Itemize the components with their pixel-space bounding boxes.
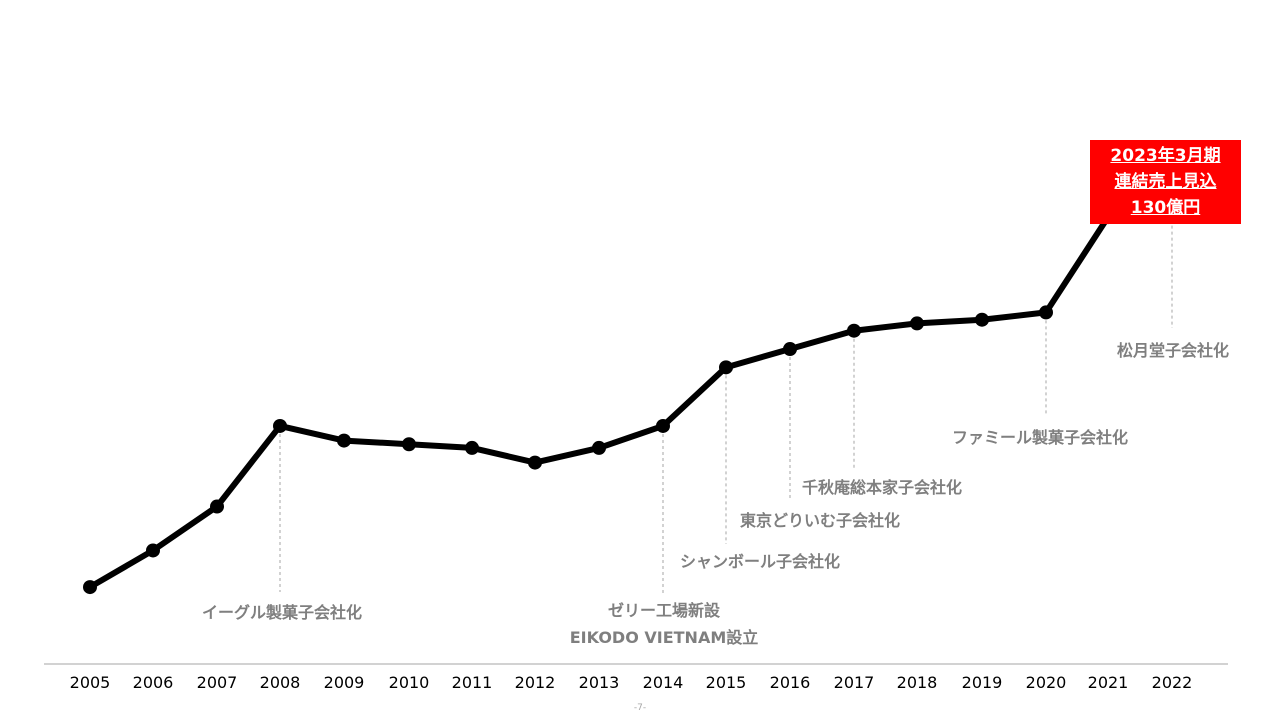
data-point-2007 xyxy=(210,499,224,514)
data-point-2013 xyxy=(592,440,606,455)
callout-line-1: 2023年3月期 xyxy=(1110,146,1221,166)
data-point-2008 xyxy=(273,418,287,433)
annotation-label-2015: シャンボール子会社化 xyxy=(680,552,840,571)
x-tick-label: 2013 xyxy=(579,673,620,692)
x-tick-labels: 2005 2006 2007 2008 2009 2010 2011 2012 2013 2014… xyxy=(70,673,1193,692)
x-tick-label: 2006 xyxy=(133,673,174,692)
data-point-2016 xyxy=(783,342,797,357)
x-tick-label: 2011 xyxy=(452,673,493,692)
data-point-2012 xyxy=(528,455,542,470)
annotation-label-2008: イーグル製菓子会社化 xyxy=(202,603,362,622)
leader-lines xyxy=(279,161,1173,596)
x-tick-label: 2021 xyxy=(1088,673,1129,692)
annotation-label-2016: 東京どりいむ子会社化 xyxy=(740,511,900,530)
callout-line-3: 130億円 xyxy=(1130,198,1201,218)
annotation-label-2017: 千秋庵総本家子会社化 xyxy=(802,478,962,497)
annotation-labels: イーグル製菓子会社化 ゼリー工場新設 EIKODO VIETNAM設立 シャンボール子… xyxy=(202,341,1229,647)
annotation-label-2014: ゼリー工場新設 xyxy=(608,601,721,620)
data-point-2014 xyxy=(656,418,670,433)
x-tick-label: 2007 xyxy=(197,673,238,692)
series-line xyxy=(87,166,1175,591)
x-tick-label: 2014 xyxy=(643,673,684,692)
x-tick-label: 2012 xyxy=(515,673,556,692)
data-point-2015 xyxy=(719,360,733,375)
x-tick-label: 2010 xyxy=(389,673,430,692)
x-tick-label: 2020 xyxy=(1026,673,1067,692)
data-point-2006 xyxy=(146,543,160,558)
x-tick-label: 2008 xyxy=(260,673,301,692)
data-point-2019 xyxy=(975,312,989,327)
forecast-callout: 2023年3月期 連結売上見込 130億円 xyxy=(1090,140,1241,224)
x-tick-label: 2009 xyxy=(324,673,365,692)
data-point-2018 xyxy=(910,316,924,331)
annotation-label-2014: EIKODO VIETNAM設立 xyxy=(570,628,759,647)
data-point-2010 xyxy=(402,437,416,452)
data-point-2005 xyxy=(83,580,97,595)
page-number: -7- xyxy=(633,703,647,713)
data-point-2020 xyxy=(1039,305,1053,320)
data-point-2009 xyxy=(337,433,351,448)
x-tick-label: 2005 xyxy=(70,673,111,692)
x-tick-label: 2018 xyxy=(897,673,938,692)
x-tick-label: 2017 xyxy=(834,673,875,692)
annotation-label-2022: 松月堂子会社化 xyxy=(1117,341,1229,360)
data-points xyxy=(83,162,1179,595)
x-tick-label: 2016 xyxy=(770,673,811,692)
callout-line-2: 連結売上見込 xyxy=(1114,172,1217,192)
data-point-2017 xyxy=(847,323,861,338)
x-tick-label: 2019 xyxy=(962,673,1003,692)
x-tick-label: 2022 xyxy=(1152,673,1193,692)
annotation-label-2020: ファミール製菓子会社化 xyxy=(952,428,1128,447)
data-point-2011 xyxy=(465,440,479,455)
x-tick-label: 2015 xyxy=(706,673,747,692)
